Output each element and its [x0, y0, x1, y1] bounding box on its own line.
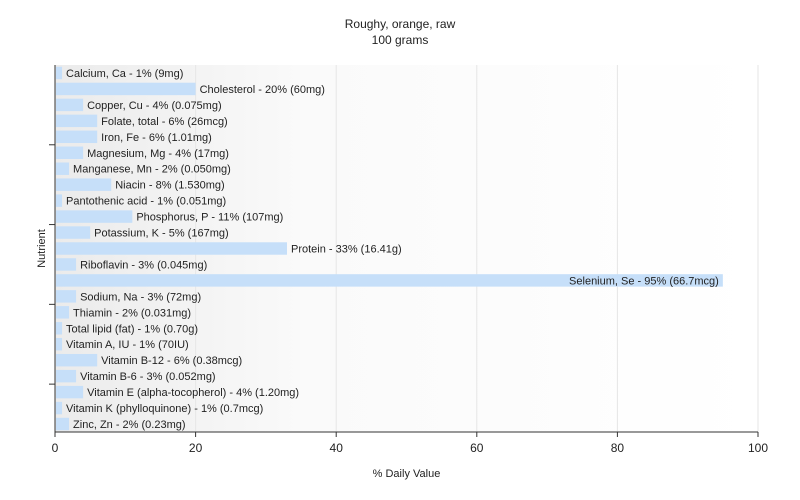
bar — [56, 210, 133, 223]
bar — [56, 353, 98, 367]
bar-label: Copper, Cu - 4% (0.075mg) — [87, 100, 222, 112]
bars — [56, 66, 723, 431]
grid-lines — [195, 65, 759, 432]
bar-label: Vitamin A, IU - 1% (70IU) — [66, 339, 189, 351]
bar-label: Calcium, Ca - 1% (9mg) — [66, 68, 183, 80]
x-tick-label: 0 — [52, 441, 59, 455]
x-tick-label: 60 — [470, 441, 484, 455]
bar-label: Riboflavin - 3% (0.045mg) — [80, 259, 207, 271]
bar-label: Vitamin E (alpha-tocopherol) - 4% (1.20m… — [87, 387, 299, 399]
bar-label: Magnesium, Mg - 4% (17mg) — [87, 148, 229, 160]
bar-label: Phosphorus, P - 11% (107mg) — [136, 212, 283, 224]
chart-subtitle: 100 grams — [372, 33, 429, 47]
bar — [56, 369, 77, 383]
bar — [56, 258, 77, 271]
bar — [56, 226, 91, 239]
bar — [56, 401, 63, 415]
bar-label: Sodium, Na - 3% (72mg) — [80, 291, 201, 303]
bar-label: Vitamin B-12 - 6% (0.38mcg) — [101, 355, 242, 367]
chart-title: Roughy, orange, raw — [345, 17, 456, 31]
bar-label: Folate, total - 6% (26mcg) — [101, 116, 228, 128]
bar — [56, 146, 84, 159]
bar-label: Thiamin - 2% (0.031mg) — [73, 307, 191, 319]
bar-label: Selenium, Se - 95% (66.7mcg) — [569, 275, 719, 287]
bar — [56, 98, 84, 112]
bar — [56, 162, 70, 175]
bar — [56, 66, 63, 80]
x-tick-label: 80 — [611, 441, 625, 455]
bar — [56, 306, 70, 319]
x-tick-label: 100 — [748, 441, 768, 455]
x-tick-label: 40 — [330, 441, 344, 455]
x-tick-label: 20 — [189, 441, 203, 455]
bar-label: Manganese, Mn - 2% (0.050mg) — [73, 164, 231, 176]
bar — [56, 82, 196, 96]
bar — [56, 274, 723, 287]
bar-label: Vitamin B-6 - 3% (0.052mg) — [80, 371, 216, 383]
bar-label: Niacin - 8% (1.530mg) — [115, 180, 224, 192]
bar-label: Protein - 33% (16.41g) — [291, 244, 402, 256]
bar-label: Potassium, K - 5% (167mg) — [94, 228, 229, 240]
bar — [56, 338, 63, 351]
y-axis-label: Nutrient — [36, 229, 48, 268]
bar-label: Vitamin K (phylloquinone) - 1% (0.7mcg) — [66, 403, 263, 415]
bar-label: Iron, Fe - 6% (1.01mg) — [101, 132, 212, 144]
bar — [56, 385, 84, 399]
bar — [56, 242, 287, 255]
bar — [56, 194, 63, 207]
bar — [56, 290, 77, 303]
bar-label: Total lipid (fat) - 1% (0.70g) — [66, 323, 198, 335]
bar — [56, 322, 63, 335]
bar-labels: Calcium, Ca - 1% (9mg) Cholesterol - 20% … — [66, 68, 719, 431]
bar — [56, 178, 112, 191]
bar-label: Pantothenic acid - 1% (0.051mg) — [66, 196, 226, 208]
bar — [56, 417, 70, 431]
bar — [56, 114, 98, 128]
bar-label: Cholesterol - 20% (60mg) — [200, 84, 325, 96]
bar-label: Zinc, Zn - 2% (0.23mg) — [73, 419, 185, 431]
bar — [56, 130, 98, 144]
x-axis-label: % Daily Value — [373, 468, 441, 480]
axes: 0 20 40 60 80 100 — [49, 65, 768, 455]
